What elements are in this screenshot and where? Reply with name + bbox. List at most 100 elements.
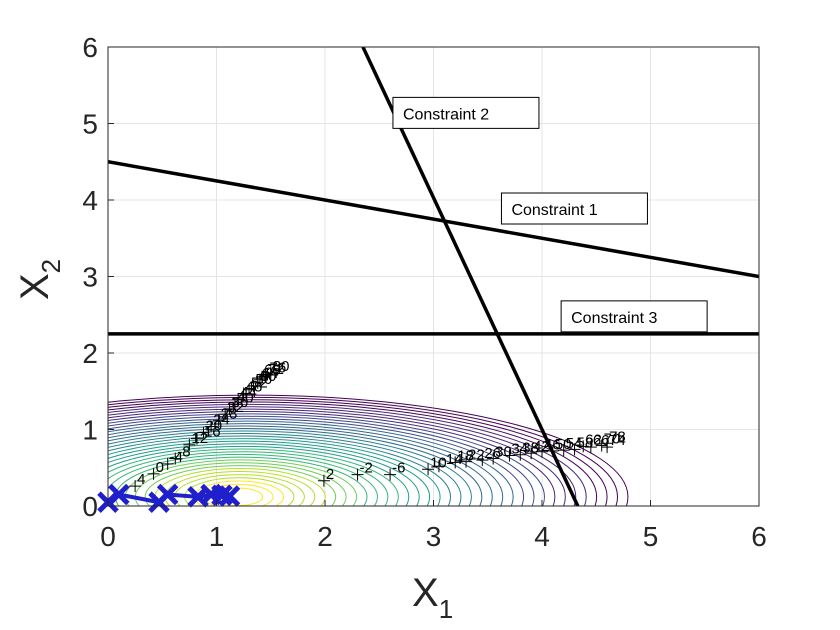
contour-line	[108, 406, 577, 506]
iteration-label: 54	[566, 435, 583, 452]
contour-line	[108, 438, 441, 506]
path-x-marker	[156, 483, 179, 506]
iteration-label: 34	[511, 441, 528, 458]
iteration-marker: 10	[422, 454, 447, 476]
contour-line	[108, 394, 629, 506]
y-tick-label: 6	[82, 32, 98, 63]
constraint-line	[108, 160, 759, 279]
iteration-marker: 54	[557, 435, 583, 457]
contour-line	[108, 415, 535, 506]
y-tick-label: 5	[82, 109, 98, 140]
path-x-marker	[108, 483, 130, 506]
x-tick-label: 1	[209, 521, 225, 552]
contour-line	[108, 403, 587, 506]
x-tick-label: 3	[426, 521, 442, 552]
contour-line	[108, 408, 566, 506]
constraint-label-frame	[500, 192, 648, 225]
iteration-marker: 44	[232, 384, 257, 405]
constraint-label-box: Constraint 3	[560, 300, 708, 333]
iteration-label: 26	[484, 445, 501, 462]
x-marker-stroke-b	[211, 484, 233, 507]
contour-line	[108, 451, 389, 506]
iteration-label: -16	[199, 424, 221, 441]
y-tick-label: 2	[82, 338, 98, 369]
contour-lines	[108, 394, 629, 506]
x-marker-stroke-b	[108, 483, 130, 506]
iteration-label: 18	[457, 447, 474, 464]
iteration-marker: -14	[432, 451, 463, 473]
iteration-marker: 62	[577, 431, 602, 453]
iteration-marker: 26	[476, 445, 501, 467]
contour-line	[108, 435, 451, 506]
y-tick-label: 1	[82, 415, 98, 446]
iteration-marker: 66	[584, 432, 610, 454]
iteration-marker: 80	[264, 358, 290, 379]
iteration-label: -6	[392, 460, 405, 477]
iteration-label: 38	[522, 440, 539, 457]
iteration-marker: 38	[514, 440, 539, 461]
contour-line	[108, 443, 420, 506]
contour-line	[108, 413, 545, 506]
contour-line	[108, 430, 472, 506]
constraint-label-box: Constraint 1	[500, 192, 648, 225]
constraint-label: Constraint 3	[571, 310, 657, 327]
x-tick-label: 2	[317, 521, 333, 552]
iteration-marker: 34	[503, 441, 528, 462]
iteration-label: 80	[273, 358, 290, 375]
contour-line	[108, 411, 556, 506]
iteration-label: 66	[593, 432, 610, 449]
iteration-label: 22	[468, 447, 485, 464]
iteration-label: 62	[585, 431, 602, 448]
constraint-labels: Constraint 1 Constraint 2 Constraint 3	[392, 96, 708, 333]
contour-line	[108, 433, 462, 506]
iteration-marker: 72	[259, 361, 284, 382]
contour-line	[108, 453, 378, 506]
contour-line	[108, 420, 514, 506]
iteration-marker: 22	[460, 447, 485, 468]
iteration-label: 74	[609, 432, 626, 449]
iteration-label: 32	[227, 399, 244, 416]
x-marker-stroke-b	[156, 483, 179, 506]
iteration-marker: -4	[161, 449, 183, 470]
iteration-marker: 32	[219, 399, 244, 421]
iteration-label: 2	[326, 466, 334, 483]
x-axis-label: X1	[412, 571, 453, 624]
iteration-marker: 18	[449, 447, 474, 469]
contour-line	[108, 445, 410, 506]
contour-line	[108, 425, 493, 506]
x-tick-label: 6	[751, 521, 767, 552]
constraint-label: Constraint 2	[403, 106, 489, 123]
iteration-label: 30	[495, 444, 512, 461]
iteration-label: -8	[177, 444, 190, 461]
iteration-marker: 2	[317, 466, 334, 487]
iteration-label: 76	[269, 359, 286, 376]
optimizer-path	[97, 483, 241, 513]
contour-line	[108, 428, 483, 506]
y-tick-label: 0	[82, 491, 98, 522]
iteration-label: -4	[170, 449, 183, 466]
constraint-label-frame	[560, 300, 708, 333]
iteration-label: 50	[555, 436, 572, 453]
iteration-label: 10	[430, 454, 447, 471]
contour-line	[144, 465, 337, 506]
iteration-marker: -16	[190, 424, 221, 445]
contour-line	[108, 401, 598, 506]
iteration-marker: 76	[261, 359, 286, 381]
y-axis-label: X2	[13, 259, 66, 300]
contour-line	[108, 423, 504, 506]
iteration-label: 42	[533, 438, 550, 455]
path-x-marker	[211, 484, 233, 507]
iteration-marker: 0	[147, 459, 164, 480]
constraint-label-box: Constraint 2	[392, 96, 540, 129]
constraint-label-frame	[392, 96, 540, 129]
iteration-marker: 42	[525, 438, 550, 460]
x-tick-label: 5	[643, 521, 659, 552]
contour-line	[108, 440, 431, 506]
iteration-marker: 50	[546, 436, 572, 457]
iteration-label: 46	[544, 437, 561, 454]
iteration-label: -14	[441, 451, 463, 468]
iteration-marker: -2	[351, 460, 373, 481]
iteration-label: 72	[267, 361, 284, 378]
